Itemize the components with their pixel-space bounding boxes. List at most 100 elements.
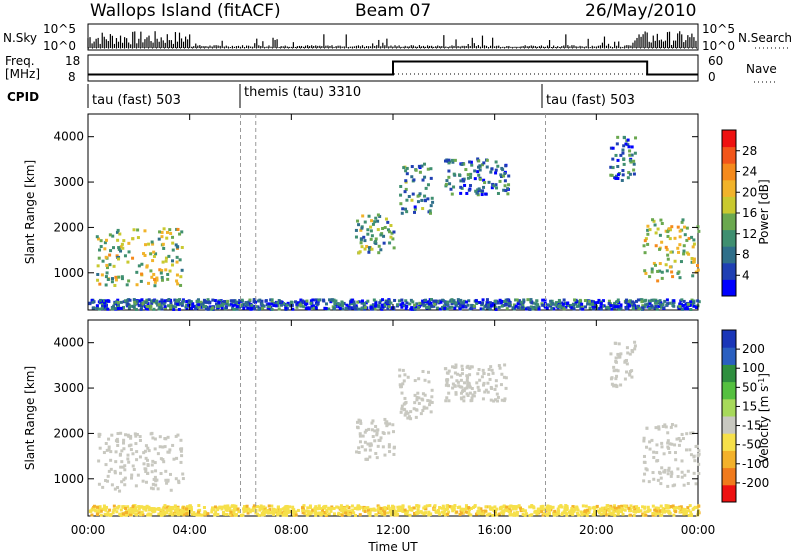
- heatmap-cell: [365, 244, 369, 248]
- heatmap-cell: [206, 307, 210, 311]
- heatmap-cell: [507, 510, 511, 514]
- heatmap-cell: [119, 245, 123, 249]
- heatmap-cell: [217, 300, 221, 304]
- heatmap-cell: [377, 505, 381, 509]
- heatmap-cell: [208, 300, 212, 304]
- heatmap-cell: [459, 298, 463, 302]
- heatmap-cell: [296, 303, 300, 307]
- heatmap-cell: [105, 263, 109, 267]
- heatmap-cell: [509, 504, 513, 508]
- heatmap-cell: [123, 476, 127, 480]
- heatmap-cell: [470, 306, 474, 310]
- heatmap-cell: [426, 370, 430, 374]
- heatmap-cell: [138, 435, 142, 439]
- heatmap-cell: [97, 510, 101, 514]
- heatmap-cell: [375, 431, 379, 435]
- heatmap-cell: [327, 307, 331, 311]
- heatmap-cell: [136, 228, 140, 232]
- heatmap-cell: [137, 304, 141, 308]
- heatmap-cell: [258, 508, 262, 512]
- heatmap-cell: [447, 169, 451, 173]
- heatmap-cell: [627, 171, 631, 175]
- heatmap-cell: [144, 508, 148, 512]
- heatmap-cell: [153, 475, 157, 479]
- heatmap-cell: [153, 437, 157, 441]
- heatmap-cell: [504, 299, 508, 303]
- heatmap-cell: [220, 507, 224, 511]
- heatmap-cell: [625, 370, 629, 374]
- heatmap-cell: [127, 304, 131, 308]
- heatmap-cell: [126, 512, 130, 516]
- heatmap-cell: [660, 441, 664, 445]
- heatmap-cell: [497, 364, 501, 368]
- heatmap-cell: [97, 432, 101, 436]
- heatmap-cell: [176, 433, 180, 437]
- heatmap-cell: [229, 299, 233, 303]
- heatmap-cell: [579, 307, 583, 311]
- heatmap-cell: [508, 511, 512, 515]
- heatmap-cell: [357, 223, 361, 227]
- heatmap-cell: [459, 191, 463, 195]
- heatmap-cell: [434, 510, 438, 514]
- heatmap-cell: [445, 396, 449, 400]
- heatmap-cell: [180, 245, 184, 249]
- heatmap-cell: [214, 302, 218, 306]
- heatmap-cell: [368, 507, 372, 511]
- heatmap-cell: [413, 207, 417, 211]
- heatmap-cell: [135, 450, 139, 454]
- heatmap-cell: [629, 160, 633, 164]
- heatmap-cell: [417, 305, 421, 309]
- heatmap-cell: [180, 230, 184, 234]
- heatmap-cell: [614, 506, 618, 510]
- y-tick-label: 1000: [53, 266, 84, 280]
- heatmap-cell: [309, 299, 313, 303]
- heatmap-cell: [160, 269, 164, 273]
- heatmap-cell: [161, 260, 165, 264]
- heatmap-cell: [343, 509, 347, 513]
- heatmap-cell: [399, 505, 403, 509]
- heatmap-cell: [470, 303, 474, 307]
- heatmap-cell: [417, 401, 421, 405]
- heatmap-cell: [147, 505, 151, 509]
- heatmap-cell: [469, 175, 473, 179]
- heatmap-cell: [169, 231, 173, 235]
- heatmap-cell: [467, 512, 471, 516]
- heatmap-cell: [135, 433, 139, 437]
- heatmap-cell: [614, 174, 618, 178]
- heatmap-cell: [281, 513, 285, 517]
- heatmap-cell: [600, 509, 604, 513]
- heatmap-cell: [636, 305, 640, 309]
- heatmap-cell: [163, 512, 167, 516]
- heatmap-cell: [373, 220, 377, 224]
- heatmap-cell: [175, 255, 179, 259]
- heatmap-cell: [119, 508, 123, 512]
- heatmap-cell: [351, 508, 355, 512]
- heatmap-cell: [692, 455, 696, 459]
- heatmap-cell: [506, 298, 510, 302]
- heatmap-cell: [622, 162, 626, 166]
- heatmap-cell: [150, 240, 154, 244]
- heatmap-cell: [116, 440, 120, 444]
- heatmap-cell: [415, 395, 419, 399]
- heatmap-cell: [515, 298, 519, 302]
- heatmap-cell: [640, 298, 644, 302]
- heatmap-cell: [628, 153, 632, 157]
- heatmap-cell: [403, 190, 407, 194]
- heatmap-cell: [160, 298, 164, 302]
- heatmap-cell: [697, 449, 701, 453]
- heatmap-cell: [613, 301, 617, 305]
- heatmap-cell: [451, 365, 455, 369]
- heatmap-cell: [658, 299, 662, 303]
- heatmap-cell: [696, 454, 700, 458]
- heatmap-cell: [104, 283, 108, 287]
- heatmap-cell: [119, 431, 123, 435]
- heatmap-cell: [499, 511, 503, 515]
- heatmap-cell: [291, 505, 295, 509]
- heatmap-cell: [652, 456, 656, 460]
- heatmap-cell: [170, 263, 174, 267]
- heatmap-cell: [684, 307, 688, 311]
- heatmap-cell: [316, 506, 320, 510]
- heatmap-cell: [602, 508, 606, 512]
- heatmap-cell: [611, 157, 615, 161]
